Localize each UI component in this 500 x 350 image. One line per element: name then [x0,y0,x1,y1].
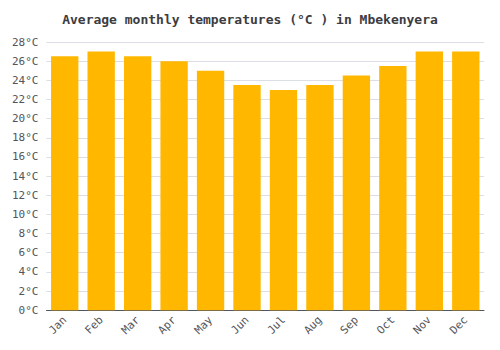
svg-text:Aug: Aug [301,314,324,337]
svg-text:10°C: 10°C [12,208,39,221]
svg-text:Nov: Nov [411,313,434,336]
svg-text:18°C: 18°C [12,131,39,144]
svg-text:2°C: 2°C [19,285,39,298]
svg-text:26°C: 26°C [12,55,39,68]
svg-text:Sep: Sep [338,314,361,337]
svg-text:May: May [192,313,215,336]
svg-text:Oct: Oct [374,314,397,337]
svg-text:Jul: Jul [265,314,288,337]
svg-text:28°C: 28°C [12,36,39,49]
svg-text:Feb: Feb [83,314,106,337]
svg-text:24°C: 24°C [12,74,39,87]
svg-text:Apr: Apr [155,313,178,336]
svg-text:0°C: 0°C [19,304,39,317]
svg-text:Jun: Jun [228,314,251,337]
svg-text:6°C: 6°C [19,246,39,259]
svg-text:Dec: Dec [447,314,470,337]
svg-text:Average monthly temperatures (: Average monthly temperatures (°C ) in Mb… [62,12,438,27]
svg-text:Mar: Mar [119,313,142,336]
svg-text:12°C: 12°C [12,189,39,202]
svg-text:4°C: 4°C [19,265,39,278]
svg-text:14°C: 14°C [12,170,39,183]
svg-text:22°C: 22°C [12,93,39,106]
svg-text:16°C: 16°C [12,150,39,163]
svg-text:8°C: 8°C [19,227,39,240]
svg-text:Jan: Jan [46,314,69,337]
svg-text:20°C: 20°C [12,112,39,125]
